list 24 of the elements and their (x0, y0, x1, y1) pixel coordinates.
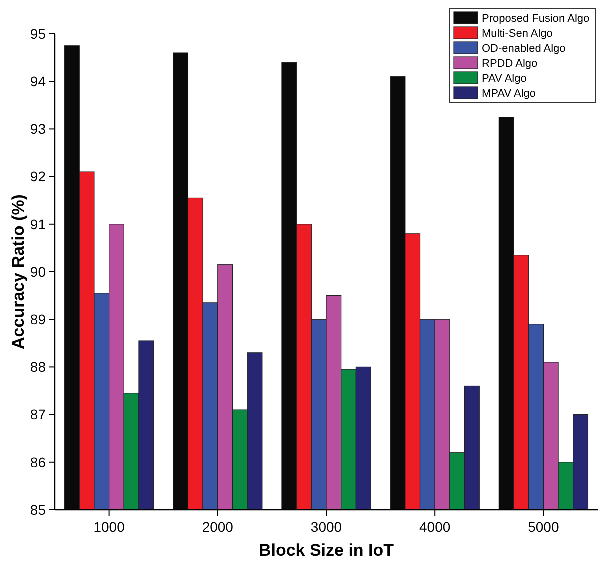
legend-label: Proposed Fusion Algo (482, 12, 590, 25)
legend-label: RPDD Algo (482, 58, 538, 70)
legend-label: PAV Algo (482, 72, 527, 85)
y-tick-label: 91 (30, 216, 46, 232)
y-tick-label: 86 (30, 454, 46, 470)
y-tick-label: 88 (30, 359, 46, 376)
x-tick-label: 3000 (310, 519, 342, 535)
x-tick-label: 4000 (420, 519, 451, 535)
y-tick-label: 95 (30, 26, 46, 42)
x-tick-label: 5000 (528, 519, 560, 535)
y-tick-label: 90 (30, 264, 46, 280)
y-tick-label: 87 (30, 406, 46, 423)
y-tick-label: 92 (30, 168, 46, 185)
y-tick-label: 94 (30, 74, 46, 90)
legend-label: MPAV Algo (482, 88, 536, 100)
y-tick-label: 89 (30, 312, 46, 328)
y-tick-label: 85 (30, 502, 46, 518)
legend-label: OD-enabled Algo (482, 42, 566, 55)
legend-label: Multi-Sen Algo (482, 28, 553, 40)
y-tick-label: 93 (30, 121, 46, 138)
x-tick-label: 1000 (94, 519, 126, 535)
y-axis-title: Accuracy Ratio (%) (9, 194, 28, 350)
x-axis-title: Block Size in IoT (258, 541, 395, 560)
x-tick-label: 2000 (202, 519, 234, 535)
